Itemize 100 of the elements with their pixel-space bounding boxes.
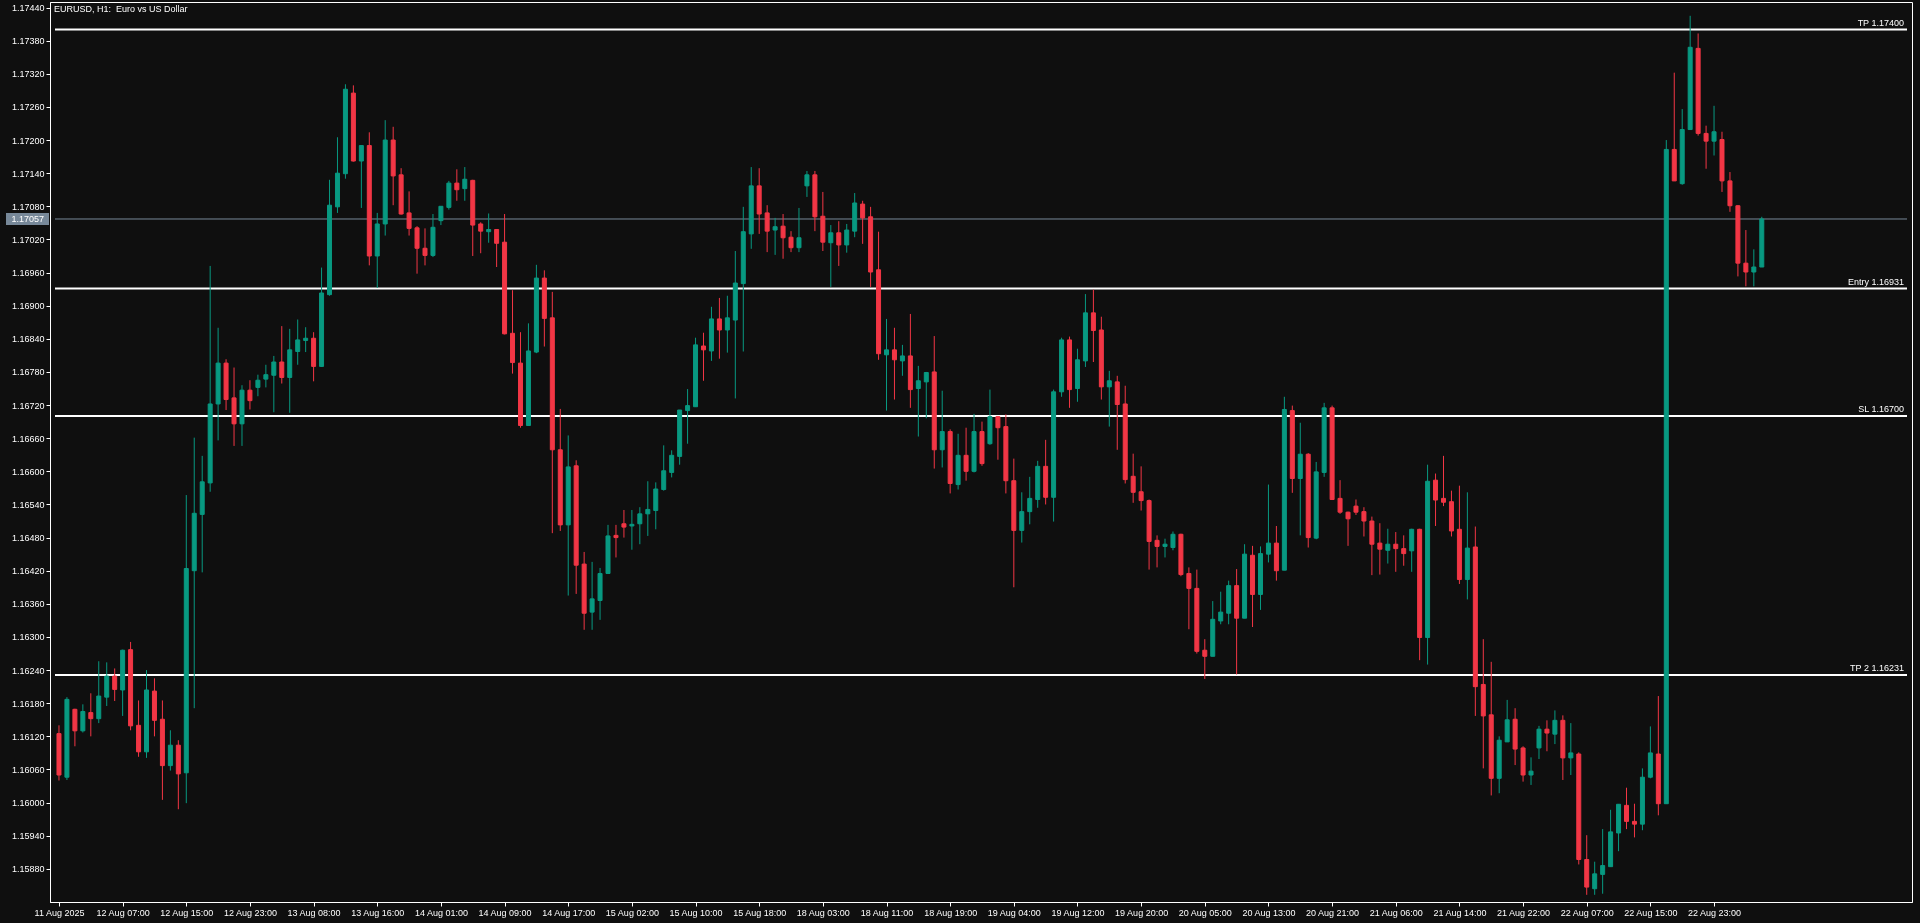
x-tick-label: 22 Aug 23:00 — [1688, 907, 1742, 918]
candlestick — [1154, 534, 1160, 568]
candlestick — [303, 326, 309, 353]
candlestick — [780, 213, 786, 260]
candlestick — [1138, 465, 1144, 512]
candlestick — [724, 295, 730, 354]
candlestick — [891, 327, 897, 401]
candlestick — [1631, 803, 1637, 838]
y-tick-label: 1.16960 — [11, 268, 45, 279]
y-tick-label: 1.16120 — [11, 731, 45, 742]
candlestick — [295, 318, 301, 366]
candlestick — [923, 371, 929, 419]
y-tick-label: 1.16840 — [11, 334, 45, 345]
candlestick — [1528, 756, 1534, 786]
candlestick — [1393, 531, 1399, 573]
x-tick-label: 20 Aug 13:00 — [1242, 907, 1296, 918]
candlestick — [915, 365, 921, 438]
y-tick-label: 1.15880 — [11, 864, 45, 875]
y-tick-label: 1.16300 — [11, 632, 45, 643]
candlestick — [358, 145, 364, 209]
candlestick — [1019, 491, 1025, 544]
y-tick-label: 1.16780 — [11, 367, 45, 378]
x-tick-label: 15 Aug 10:00 — [669, 907, 723, 918]
candlestick — [1170, 531, 1176, 551]
candlestick — [263, 364, 269, 388]
candlestick — [701, 332, 706, 382]
candlestick — [1409, 528, 1415, 573]
x-tick-label: 18 Aug 11:00 — [860, 907, 914, 918]
candlestick — [1568, 722, 1574, 776]
y-tick-label: 1.16660 — [11, 433, 45, 444]
candlestick — [788, 230, 794, 253]
x-tick-label: 11 Aug 2025 — [34, 907, 85, 918]
candlestick — [247, 379, 253, 410]
candlestick — [1345, 511, 1351, 547]
x-tick-label: 21 Aug 06:00 — [1369, 907, 1423, 918]
y-tick-label: 1.16060 — [11, 764, 45, 775]
candlestick — [637, 506, 643, 545]
candlestick — [899, 344, 905, 377]
candlestick — [1186, 566, 1192, 630]
candlestick — [88, 692, 94, 737]
candlestick — [406, 190, 412, 237]
candlestick — [1027, 476, 1033, 525]
candlestick — [884, 318, 890, 412]
ref-line-label: TP 1.17400 — [1857, 17, 1904, 28]
y-tick-label: 1.16240 — [11, 665, 45, 676]
candlestick — [589, 561, 595, 631]
y-tick-label: 1.17140 — [11, 168, 45, 179]
candlestick — [939, 390, 945, 468]
x-tick-label: 15 Aug 18:00 — [733, 907, 787, 918]
x-tick-label: 19 Aug 12:00 — [1051, 907, 1105, 918]
text: 1.17057 — [11, 213, 44, 224]
candlestick — [653, 481, 659, 530]
candlestick — [621, 509, 627, 539]
candlestick — [1504, 699, 1510, 743]
y-tick-label: 1.16540 — [11, 499, 45, 510]
candlestick — [422, 227, 428, 266]
x-tick-label: 14 Aug 17:00 — [542, 907, 596, 918]
candlestick — [167, 729, 173, 772]
candlestick — [1361, 506, 1367, 537]
x-tick-label: 21 Aug 22:00 — [1497, 907, 1551, 918]
y-tick-label: 1.17380 — [11, 36, 45, 47]
x-tick-label: 22 Aug 15:00 — [1624, 907, 1678, 918]
candlestick — [454, 168, 460, 202]
candlestick — [279, 325, 285, 385]
candlestick — [1433, 473, 1439, 527]
candlestick — [271, 355, 277, 413]
x-tick-label: 19 Aug 20:00 — [1115, 907, 1169, 918]
candlestick — [1441, 455, 1446, 507]
y-tick-label: 1.16720 — [11, 400, 45, 411]
x-tick-label: 20 Aug 05:00 — [1178, 907, 1232, 918]
candlestick — [629, 509, 635, 551]
y-tick-label: 1.17200 — [11, 135, 45, 146]
y-tick-label: 1.17440 — [11, 3, 45, 14]
candlestick — [112, 667, 118, 702]
candlestick — [613, 524, 619, 558]
y-tick-label: 1.16180 — [11, 698, 45, 709]
x-tick-label: 14 Aug 09:00 — [478, 907, 532, 918]
x-tick-label: 14 Aug 01:00 — [414, 907, 468, 918]
candlestick — [1377, 522, 1383, 576]
x-tick-label: 22 Aug 07:00 — [1560, 907, 1614, 918]
candlestick — [645, 480, 651, 537]
x-tick-label: 21 Aug 14:00 — [1433, 907, 1487, 918]
x-tick-label: 20 Aug 21:00 — [1306, 907, 1360, 918]
candlestick — [72, 708, 78, 747]
candlestick — [80, 703, 86, 733]
candlestick — [836, 220, 842, 267]
y-tick-label: 1.17260 — [11, 102, 45, 113]
candlestick — [661, 444, 667, 492]
y-tick-label: 1.15940 — [11, 831, 45, 842]
candlestick — [764, 204, 770, 253]
candlestick — [1385, 528, 1391, 565]
candlestick — [1544, 719, 1550, 752]
x-tick-label: 13 Aug 08:00 — [287, 907, 341, 918]
y-tick-label: 1.16000 — [11, 798, 45, 809]
candlestick — [1552, 709, 1558, 745]
y-tick-label: 1.16480 — [11, 533, 45, 544]
chart-title: EURUSD, H1: Euro vs US Dollar — [54, 4, 188, 14]
ref-line-label: Entry 1.16931 — [1847, 276, 1904, 287]
x-tick-label: 12 Aug 07:00 — [96, 907, 150, 918]
candlestick — [963, 427, 969, 482]
